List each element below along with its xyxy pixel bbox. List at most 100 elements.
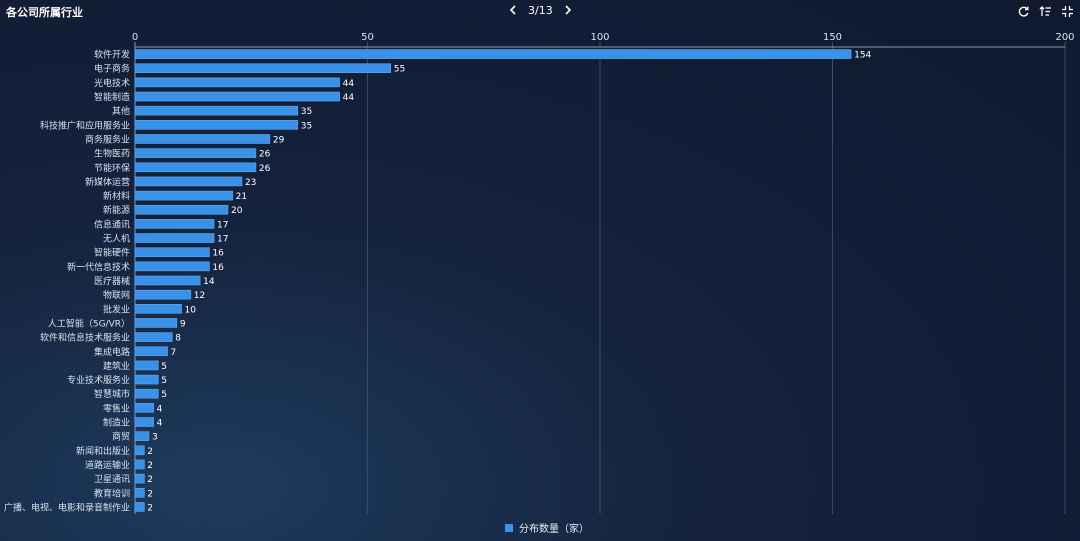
x-tick-label: 100 [590,32,609,43]
bar [134,91,340,102]
sort-button[interactable] [1039,3,1052,16]
bar [134,417,154,427]
bar [134,190,233,201]
bar [134,360,159,371]
chevron-left-icon [509,5,516,15]
data-label: 8 [175,334,181,344]
data-label: 5 [161,362,167,372]
y-tick-label: 商贸 [112,431,130,443]
bar [134,219,215,229]
data-label: 44 [343,79,355,89]
bar [134,120,299,130]
data-label: 23 [245,178,256,188]
data-label: 3 [152,433,158,443]
prev-page-button[interactable] [508,3,518,17]
bar [134,105,299,116]
y-tick-label: 新媒体运营 [85,176,130,188]
sort-icon [1039,6,1051,16]
y-tick-label: 新一代信息技术 [67,261,130,273]
chart-title: 各公司所属行业 [6,6,83,19]
bar [134,162,257,173]
chart-toolbar [1017,3,1074,17]
data-label: 17 [217,220,228,230]
data-label: 10 [185,305,197,315]
y-tick-label: 智慧城市 [94,388,130,400]
data-label: 14 [203,277,215,287]
bar [134,134,271,144]
y-tick-label: 广播、电视、电影和录音制作业 [4,501,130,513]
legend-swatch [505,523,513,532]
bar [134,374,159,385]
data-label: 7 [171,348,177,358]
bar [134,403,154,413]
data-label: 16 [212,263,224,273]
y-tick-label: 软件和信息技术服务业 [40,332,130,344]
bar [134,49,852,59]
data-label: 44 [343,93,355,103]
data-label: 5 [161,390,167,400]
y-tick-label: 新闻和出版业 [76,445,130,457]
y-tick-label: 科技推广和应用服务业 [40,119,130,131]
data-label: 2 [147,489,153,499]
data-label: 12 [194,291,205,301]
bar [134,63,392,74]
y-tick-label: 道路运输业 [85,459,130,471]
x-tick-label: 50 [361,32,374,43]
bar [134,204,229,215]
next-page-button[interactable] [563,3,573,17]
y-tick-label: 软件开发 [94,49,130,61]
data-label: 16 [212,249,224,259]
bar [134,459,145,470]
data-label: 5 [161,376,167,386]
refresh-button[interactable] [1017,3,1030,17]
bar [134,487,145,498]
data-label: 55 [394,65,405,75]
bar [134,431,150,441]
x-tick-label: 200 [1055,32,1074,43]
y-tick-label: 医疗器械 [94,275,130,287]
data-label: 21 [236,192,247,202]
bar [134,233,215,243]
data-label: 4 [157,404,163,414]
bar [134,247,210,257]
y-tick-label: 信息通讯 [94,218,130,230]
data-label: 2 [147,461,153,471]
data-label: 26 [259,150,271,160]
page-indicator: 3/13 [528,3,553,17]
bar [134,148,257,158]
y-tick-label: 智能硬件 [94,247,130,259]
collapse-button[interactable] [1061,3,1074,17]
y-tick-label: 智能制造 [94,91,130,103]
bar [134,176,243,187]
y-tick-label: 人工智能（5G/VR） [48,317,130,329]
y-tick-label: 卫星通讯 [94,474,130,485]
data-label: 9 [180,319,186,329]
y-tick-label: 新材料 [103,190,130,202]
y-tick-label: 建筑业 [103,360,130,372]
bar [134,332,173,342]
data-label: 35 [301,107,312,117]
bar [134,502,145,512]
bar [134,289,192,300]
data-label: 2 [147,475,153,485]
bar [134,304,182,314]
data-label: 29 [273,135,285,145]
data-label: 2 [147,447,153,457]
y-tick-label: 物联网 [103,289,130,301]
legend[interactable]: 分布数量（家） [505,520,589,535]
bar [134,346,168,357]
y-tick-label: 集成电路 [94,346,130,358]
bar [134,77,340,88]
legend-label: 分布数量（家） [519,524,589,535]
data-label: 4 [157,419,163,429]
y-tick-label: 新能源 [103,204,130,216]
data-label: 17 [217,235,228,245]
data-label: 20 [231,206,243,216]
chart-header: 各公司所属行业 3/13 [0,0,1080,22]
y-tick-label: 电子商务 [94,63,130,75]
data-label: 26 [259,164,271,174]
data-label: 2 [147,503,153,513]
y-tick-label: 批发业 [103,303,130,315]
refresh-icon [1018,6,1029,17]
